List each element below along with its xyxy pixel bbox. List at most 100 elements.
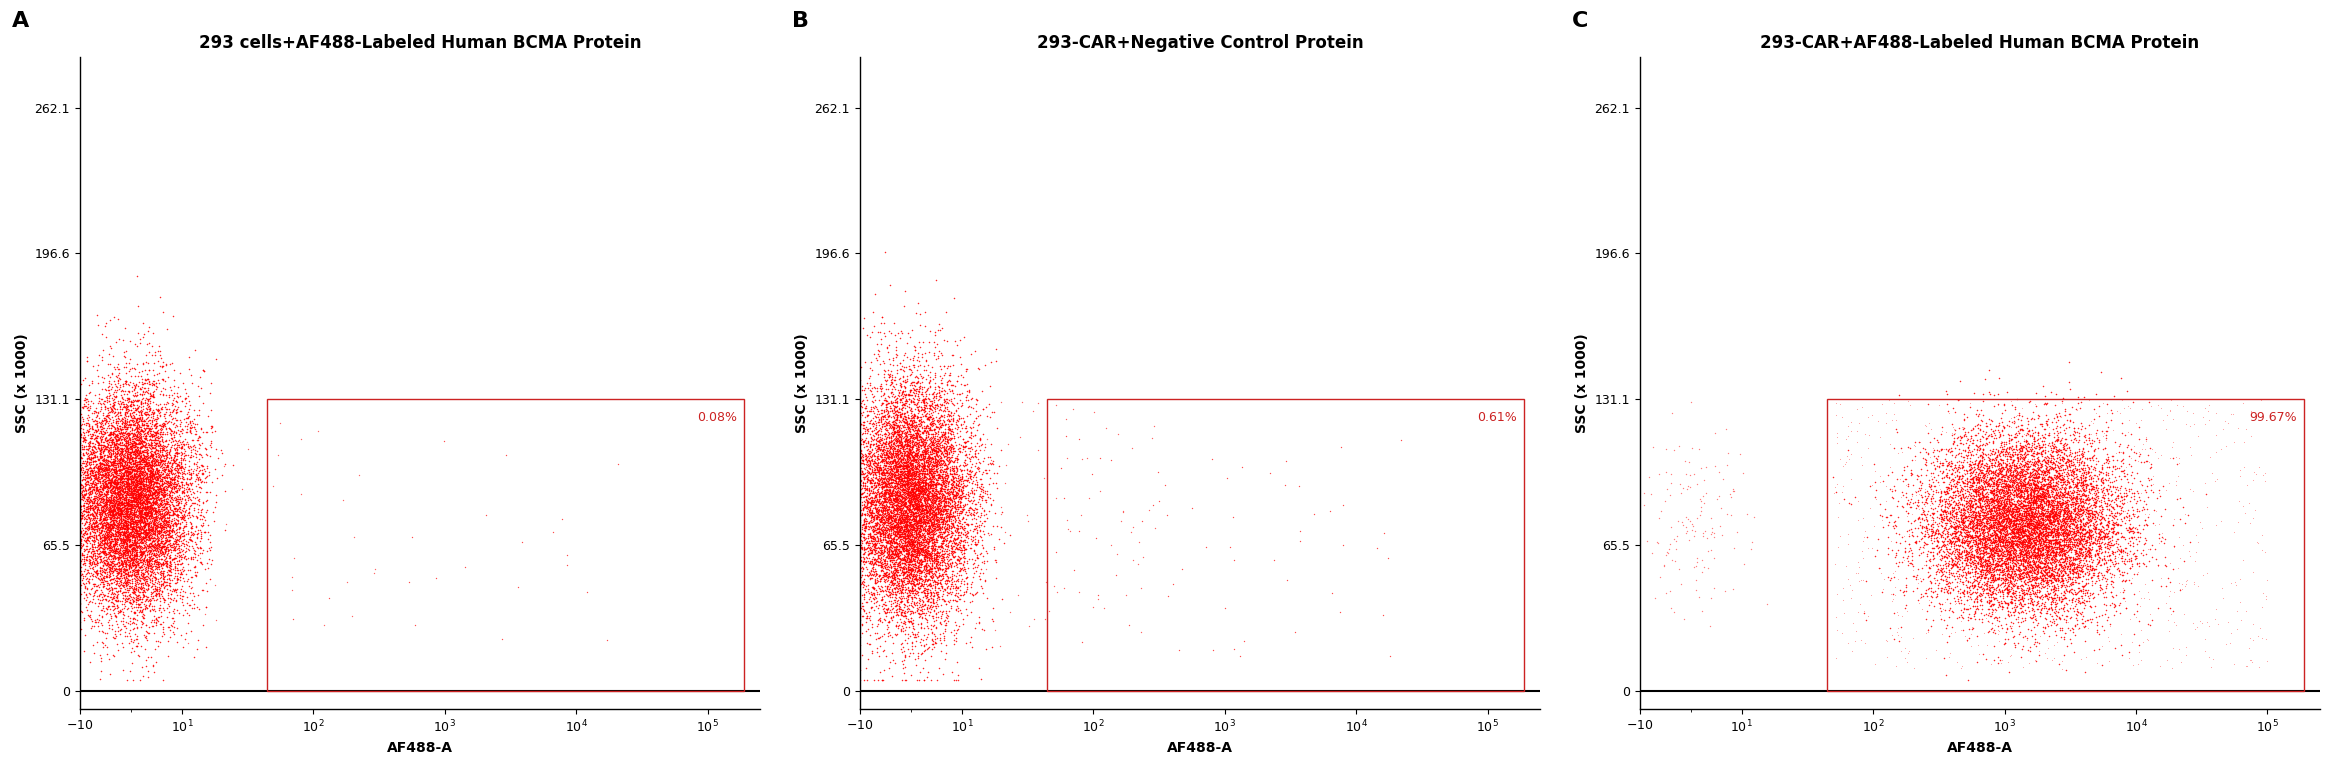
Point: [147, 501, 184, 514]
Point: [1961, 500, 1999, 513]
Point: [133, 574, 170, 587]
Point: [1973, 487, 2010, 499]
Point: [2066, 390, 2104, 403]
Point: [843, 541, 880, 554]
Point: [878, 473, 915, 485]
Point: [175, 551, 212, 564]
Point: [89, 500, 126, 512]
Point: [114, 558, 152, 571]
Point: [894, 460, 932, 472]
Point: [2015, 564, 2052, 577]
Point: [864, 311, 901, 323]
Point: [878, 600, 915, 612]
Point: [950, 465, 988, 477]
Point: [82, 539, 119, 551]
Point: [1947, 535, 1985, 547]
Point: [883, 579, 920, 591]
Point: [100, 547, 138, 560]
Point: [84, 517, 121, 530]
Point: [2062, 537, 2099, 550]
Point: [124, 582, 161, 594]
Point: [925, 521, 962, 533]
Point: [75, 440, 112, 452]
Point: [915, 512, 953, 524]
Point: [2015, 511, 2052, 523]
Point: [1954, 621, 1992, 634]
Point: [2186, 418, 2223, 430]
Point: [2003, 531, 2041, 543]
Point: [1901, 571, 1938, 584]
Point: [86, 449, 124, 461]
Point: [93, 506, 131, 518]
Point: [58, 457, 96, 470]
Point: [63, 428, 100, 440]
Point: [873, 494, 911, 506]
Point: [117, 493, 154, 505]
Point: [920, 495, 957, 507]
Point: [2010, 536, 2048, 548]
Point: [897, 390, 934, 402]
Point: [110, 464, 147, 476]
Point: [883, 636, 920, 648]
Point: [834, 450, 871, 462]
Point: [1938, 514, 1975, 527]
Point: [2015, 534, 2052, 547]
Point: [72, 467, 110, 479]
Point: [890, 480, 927, 493]
Point: [119, 470, 156, 483]
Point: [89, 632, 126, 644]
Point: [1037, 491, 1074, 504]
Point: [2041, 499, 2078, 511]
Point: [1989, 545, 2027, 557]
Point: [133, 415, 170, 427]
Point: [114, 557, 152, 570]
Point: [63, 537, 100, 549]
Point: [98, 440, 135, 453]
Point: [107, 547, 145, 560]
Point: [899, 578, 936, 591]
Point: [2003, 557, 2041, 569]
Point: [2080, 523, 2118, 535]
Point: [1943, 489, 1980, 501]
Point: [2020, 517, 2057, 529]
Point: [107, 438, 145, 450]
Point: [128, 488, 166, 500]
Point: [890, 526, 927, 538]
Point: [873, 397, 911, 409]
Point: [871, 511, 908, 524]
Point: [1999, 524, 2036, 537]
Point: [107, 461, 145, 474]
Point: [918, 555, 955, 567]
Point: [855, 533, 892, 545]
Point: [2078, 495, 2116, 507]
Point: [2015, 502, 2052, 514]
Point: [859, 641, 897, 654]
Point: [2111, 402, 2148, 414]
Point: [873, 390, 911, 402]
Point: [920, 412, 957, 424]
Point: [934, 449, 971, 461]
Point: [145, 463, 182, 475]
Point: [1968, 626, 2006, 638]
Point: [145, 523, 182, 535]
Point: [133, 512, 170, 524]
Point: [33, 614, 70, 626]
Point: [932, 507, 969, 520]
Point: [929, 424, 967, 437]
Point: [887, 514, 925, 527]
Point: [906, 494, 943, 506]
Point: [906, 402, 943, 414]
Point: [84, 484, 121, 496]
Point: [2041, 591, 2078, 604]
Point: [91, 577, 128, 589]
Point: [1987, 501, 2024, 514]
Point: [901, 419, 939, 431]
Point: [1961, 517, 1999, 529]
Point: [47, 483, 84, 495]
Point: [894, 417, 932, 430]
Point: [913, 537, 950, 549]
Point: [855, 461, 892, 474]
Point: [899, 514, 936, 527]
Point: [873, 505, 911, 517]
Point: [107, 457, 145, 469]
